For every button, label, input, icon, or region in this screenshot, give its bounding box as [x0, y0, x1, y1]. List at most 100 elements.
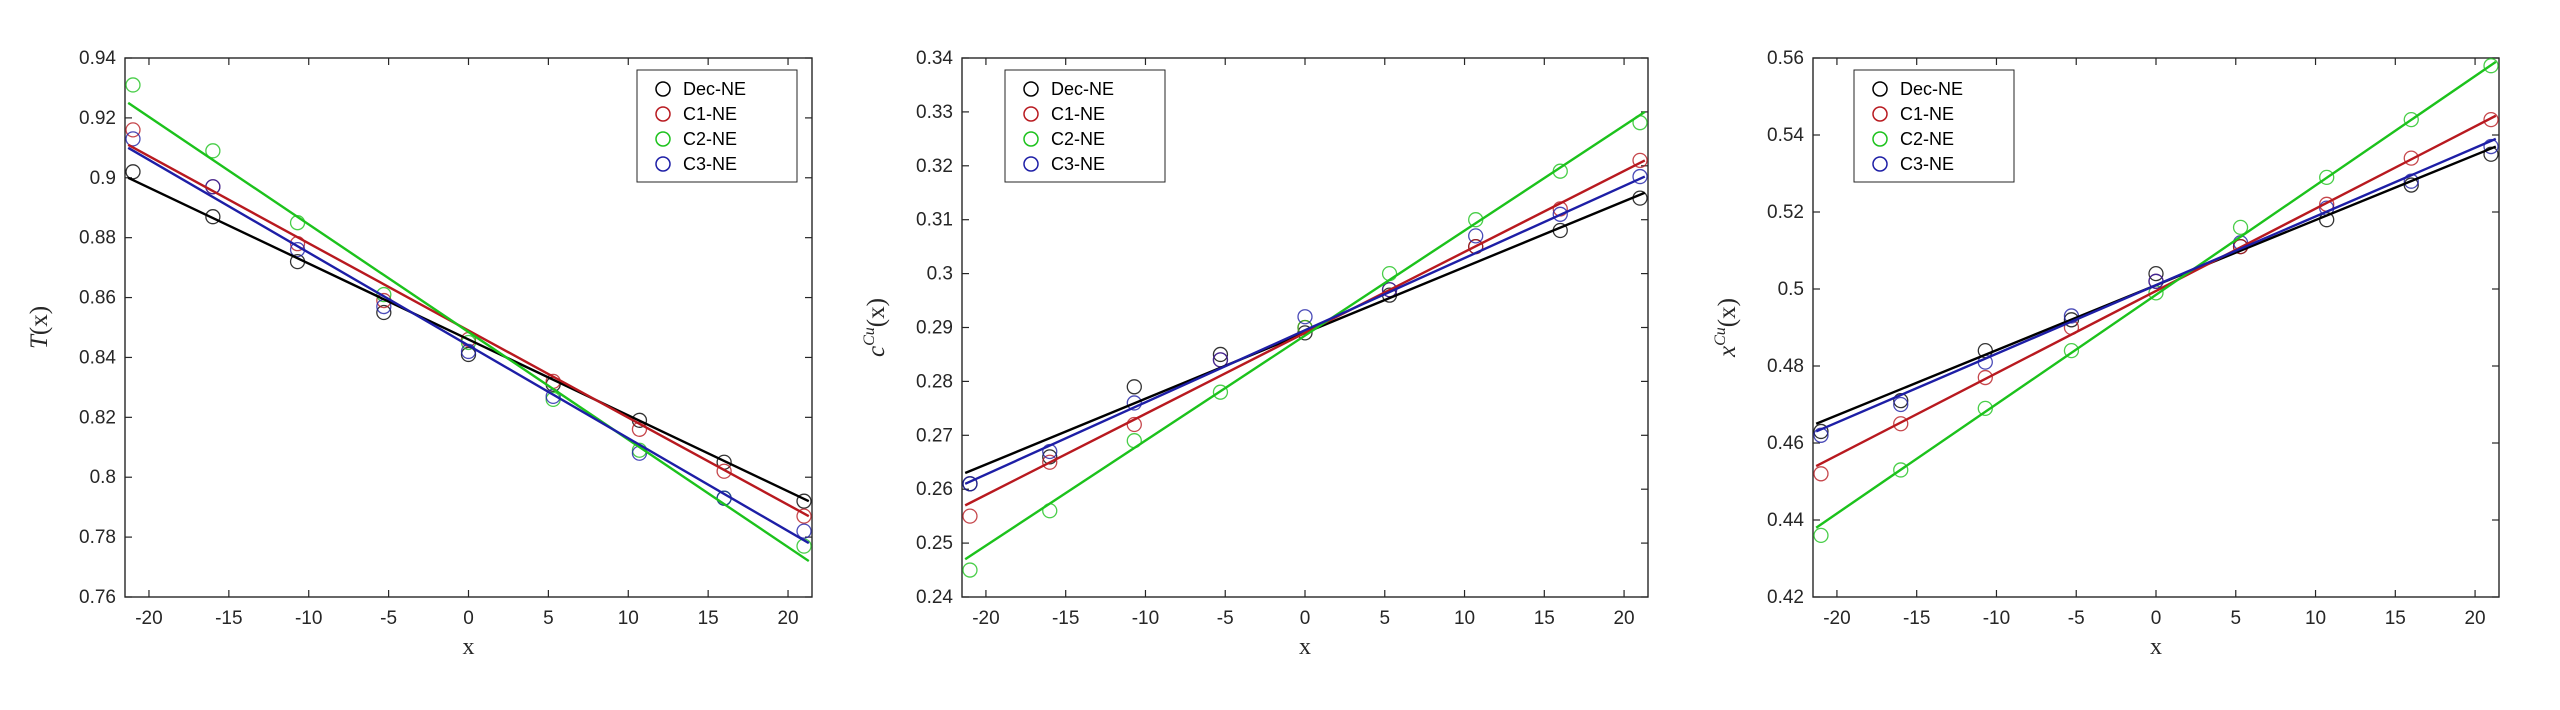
x-tick-label: 15: [2385, 608, 2406, 629]
y-tick-label: 0.28: [916, 371, 953, 392]
data-point: [1042, 454, 1058, 470]
x-tick-label: -5: [1217, 608, 1234, 629]
x-tick-label: -20: [1823, 608, 1850, 629]
legend-entry: C3-NE: [1051, 154, 1105, 174]
y-tick-label: 0.27: [916, 425, 953, 446]
data-point: [796, 493, 812, 509]
fit-line-dec-ne: [127, 176, 810, 503]
data-point: [1893, 416, 1909, 432]
data-point: [1126, 416, 1142, 433]
x-tick-label: 20: [2464, 608, 2485, 629]
data-point: [1468, 228, 1484, 244]
fit-line-c1-ne: [1815, 114, 2497, 468]
series-c1-ne: [125, 122, 812, 524]
x-tick-label: 5: [1379, 608, 1390, 629]
data-point: [376, 286, 392, 303]
data-point: [1893, 392, 1909, 409]
legend-box: [636, 69, 798, 183]
data-point: [1212, 346, 1229, 363]
y-tick-label: 0.94: [79, 48, 116, 69]
x-tick-label: 10: [618, 608, 639, 629]
plot-data: [1813, 58, 2499, 544]
series-c2-ne: [1813, 58, 2499, 544]
fit-line-c3-ne: [964, 175, 1646, 485]
x-tick-label: 10: [1454, 608, 1475, 629]
y-tick-label: 0.29: [916, 318, 953, 339]
data-point: [1977, 369, 1993, 386]
data-point: [1813, 527, 1829, 544]
data-point: [716, 463, 732, 479]
data-point: [376, 304, 392, 321]
y-tick-label: 0.25: [916, 533, 953, 554]
legend-entry: Dec-NE: [683, 79, 746, 99]
x-tick-label: 0: [2151, 608, 2162, 629]
legend: Dec-NE C1-NE C2-NE C3-NE: [1853, 69, 2015, 183]
x-tick-label: 5: [543, 608, 554, 629]
y-tick-label: 0.56: [1767, 48, 1804, 69]
legend-marker: [1872, 156, 1888, 172]
legend: Dec-NE C1-NE C2-NE C3-NE: [1004, 69, 1166, 183]
x-tick-label: -10: [295, 608, 322, 629]
data-point: [1813, 423, 1829, 440]
legend-marker: [655, 156, 671, 172]
series-dec-ne: [125, 164, 812, 509]
chart-1: -20 -15 -10 -5 0 5 10 15 20 0.76 0.78 0.8 0.82 0.84 0.…: [26, 48, 813, 660]
data-point: [125, 122, 141, 138]
x-tick-label: -15: [1903, 608, 1930, 629]
y-tick-label: 0.42: [1767, 587, 1804, 608]
data-point: [2319, 169, 2335, 186]
y-tick-label: 0.52: [1767, 202, 1804, 223]
fit-line-c2-ne: [964, 110, 1646, 561]
data-point: [125, 164, 141, 180]
legend-entry: Dec-NE: [1900, 79, 1963, 99]
data-point: [1632, 168, 1648, 185]
y-tick-label: 0.86: [79, 288, 116, 309]
series-c2-ne: [962, 115, 1648, 578]
legend-box: [1004, 69, 1166, 183]
data-point: [1126, 379, 1142, 395]
data-point: [1297, 309, 1313, 325]
plot-data: [125, 77, 812, 563]
y-tick-label: 0.84: [79, 347, 116, 368]
x-tick-label: 0: [463, 608, 474, 629]
x-tick-label: 0: [1300, 608, 1311, 629]
x-tick-label: 15: [698, 608, 719, 629]
x-tick-label: -15: [215, 608, 242, 629]
legend-marker: [1023, 106, 1039, 122]
x-axis-label: x: [2150, 634, 2162, 660]
data-point: [796, 508, 812, 524]
legend-marker: [655, 106, 671, 122]
data-point: [962, 562, 978, 578]
legend-entry: C2-NE: [1051, 129, 1105, 149]
x-tick-label: 20: [1613, 608, 1634, 629]
fit-line-c2-ne: [127, 101, 810, 563]
x-tick-label: 10: [2305, 608, 2326, 629]
data-point: [1813, 466, 1829, 482]
series-dec-ne: [1813, 146, 2499, 440]
legend-marker: [655, 131, 671, 147]
fit-line-c2-ne: [1815, 60, 2497, 529]
y-tick-label: 0.34: [916, 48, 953, 69]
legend-entry: C3-NE: [683, 154, 737, 174]
legend-entry: C3-NE: [1900, 154, 1954, 174]
y-axis-label: cCu(x): [861, 298, 890, 357]
fit-line-c3-ne: [127, 146, 810, 545]
x-axis-label: x: [463, 634, 475, 660]
legend-marker: [1872, 131, 1888, 147]
fit-line-c1-ne: [127, 143, 810, 518]
data-point: [962, 476, 978, 492]
legend-entry: C1-NE: [1051, 104, 1105, 124]
y-tick-label: 0.44: [1767, 510, 1804, 531]
legend-marker: [655, 81, 671, 97]
legend-marker: [1023, 131, 1039, 147]
data-point: [125, 131, 141, 147]
legend-entry: C1-NE: [683, 104, 737, 124]
plot-data: [962, 110, 1648, 578]
y-tick-label: 0.78: [79, 527, 116, 548]
legend-entry: C2-NE: [1900, 129, 1954, 149]
y-tick-label: 0.3: [927, 264, 953, 285]
legend-marker: [1872, 106, 1888, 122]
data-point: [2403, 150, 2419, 166]
y-tick-label: 0.32: [916, 156, 953, 177]
data-point: [2483, 111, 2499, 128]
